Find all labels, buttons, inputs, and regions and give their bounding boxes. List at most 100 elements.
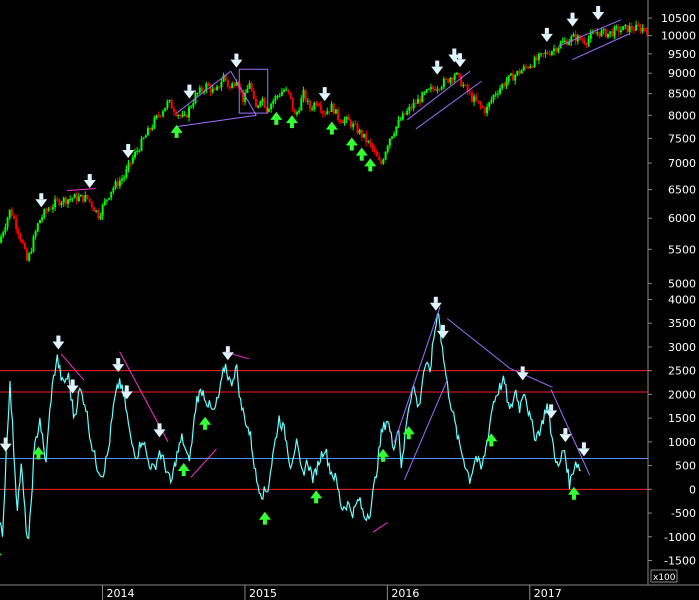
price-candle-body: [321, 110, 324, 114]
price-candle-body: [267, 109, 270, 112]
price-divergence-line: [66, 187, 96, 192]
price-candle-body: [129, 162, 132, 164]
osc-down-arrow-icon-shaft: [225, 346, 230, 353]
osc-down-arrow-icon: [120, 391, 133, 400]
price-candle-body: [345, 117, 348, 120]
osc-down-arrow-icon-shaft: [440, 324, 445, 331]
price-candle-body: [518, 70, 521, 74]
osc-trend-e: [550, 389, 591, 476]
price-candle-body: [635, 24, 638, 31]
osc-up-arrow-icon-shaft: [314, 497, 319, 504]
price-candle-body: [185, 114, 188, 118]
osc-ytick-label: 3000: [668, 341, 696, 354]
price-candle-body: [190, 106, 193, 108]
price-down-arrow-icon: [431, 66, 444, 75]
price-candle-body: [261, 98, 264, 102]
price-candle-body: [628, 26, 631, 33]
price-candle-body: [548, 54, 551, 56]
price-candle-body: [362, 133, 365, 138]
price-candle-body: [535, 57, 538, 61]
price-candle-body: [43, 209, 46, 218]
price-candle-body: [425, 89, 428, 93]
price-candle-body: [637, 24, 640, 27]
osc-up-arrow-icon-shaft: [489, 440, 494, 447]
price-up-arrow-icon-shaft: [174, 131, 179, 138]
price-candle-body: [326, 111, 329, 115]
price-candle-body: [26, 248, 28, 261]
price-candle-body: [602, 28, 605, 31]
price-candle-body: [175, 112, 178, 116]
osc-down-arrow-icon-shaft: [581, 442, 586, 449]
price-candle-body: [598, 32, 601, 37]
osc-ytick-label: 2500: [668, 365, 696, 378]
price-up-arrow-icon: [364, 158, 377, 167]
price-candle-body: [164, 107, 167, 112]
osc-up-arrow-icon-shaft: [571, 493, 576, 500]
price-candle-body: [455, 72, 458, 75]
osc-up-arrow-icon: [32, 446, 45, 455]
osc-up-arrow-icon: [402, 426, 415, 435]
price-candle-body: [574, 34, 577, 42]
price-candle-body: [226, 79, 229, 87]
price-candle-body: [501, 84, 504, 89]
price-candle-body: [105, 199, 108, 201]
price-candle-body: [242, 89, 244, 102]
price-candle-body: [69, 198, 72, 200]
osc-down-arrow-icon-shaft: [3, 437, 8, 444]
price-up-arrow-icon: [355, 147, 368, 156]
price-candle-body: [486, 106, 489, 114]
price-candle-body: [315, 102, 318, 106]
price-candle-body: [406, 110, 409, 115]
price-candle-body: [563, 40, 566, 42]
price-candle-body: [449, 78, 452, 83]
price-candle-body: [116, 181, 119, 187]
price-candle-body: [641, 28, 644, 32]
price-candle-body: [594, 32, 597, 34]
osc-down-arrow-icon-shaft: [56, 335, 61, 342]
price-candle-body: [600, 30, 603, 37]
price-down-arrow-icon-shaft: [544, 27, 549, 34]
osc-divergence-3: [190, 448, 217, 478]
price-candle-body: [300, 98, 303, 111]
osc-ytick-label: -500: [671, 507, 696, 520]
price-candle-body: [88, 198, 91, 202]
price-candle-body: [531, 66, 534, 68]
price-candle-body: [464, 84, 467, 86]
price-candle-body: [572, 34, 575, 37]
price-channel-edge: [230, 70, 257, 116]
price-candle-body: [64, 197, 67, 204]
price-candle-body: [453, 74, 456, 80]
osc-down-arrow-icon: [52, 341, 65, 350]
price-candle-body: [352, 123, 355, 128]
price-candle-body: [118, 180, 121, 187]
price-candle-body: [254, 98, 257, 108]
price-candle-body: [438, 89, 441, 91]
price-candle-body: [645, 29, 648, 33]
price-candle-body: [382, 159, 385, 164]
price-candle-body: [553, 48, 556, 52]
osc-trend-b: [404, 379, 448, 481]
price-candle-body: [181, 114, 184, 116]
osc-up-arrow-icon: [377, 448, 390, 457]
price-candle-body: [192, 103, 195, 107]
price-down-arrow-icon: [566, 18, 579, 27]
price-candle-body: [287, 89, 290, 93]
osc-ytick-label: 1500: [668, 412, 696, 425]
price-candle-body: [62, 197, 65, 203]
price-candle-body: [6, 217, 9, 228]
price-down-arrow-icon: [83, 180, 96, 189]
price-candle-body: [8, 209, 11, 218]
price-candle-body: [512, 73, 514, 81]
price-up-arrow-icon-shaft: [359, 154, 364, 161]
price-candle-body: [140, 138, 143, 151]
price-candle-body: [477, 100, 480, 103]
price-candle-body: [311, 108, 314, 110]
price-down-arrow-icon-shaft: [452, 48, 457, 55]
price-candle-body: [60, 202, 63, 205]
osc-ytick-label: 2000: [668, 388, 696, 401]
price-down-arrow-icon: [592, 11, 605, 20]
price-candle-body: [99, 215, 102, 219]
price-candle-body: [613, 26, 616, 37]
price-candle-body: [200, 87, 203, 92]
